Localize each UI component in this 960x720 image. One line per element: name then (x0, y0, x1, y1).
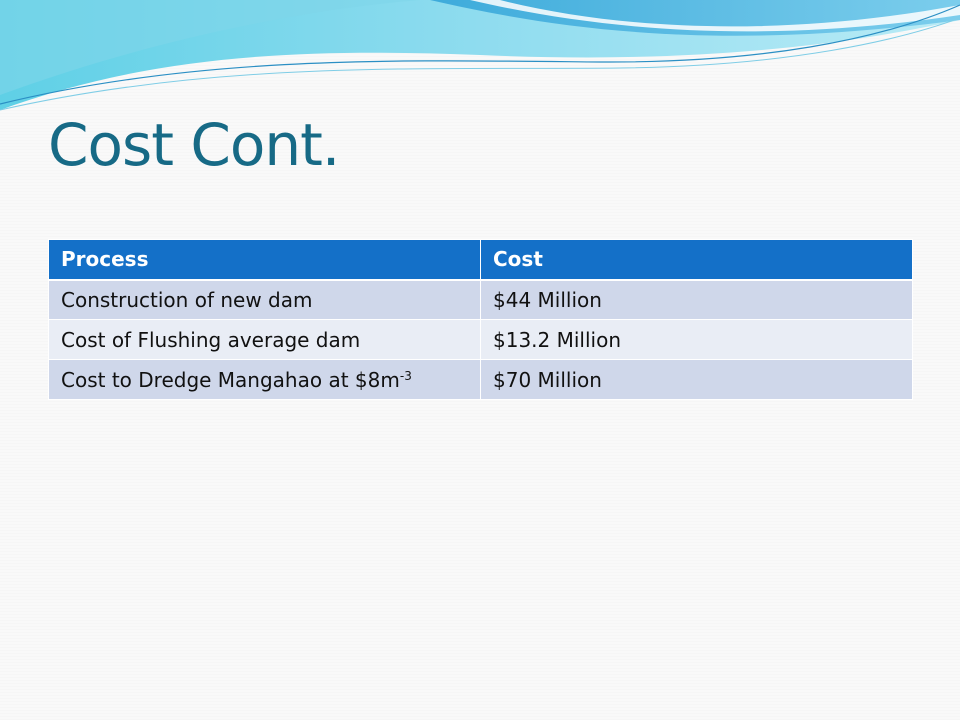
table-header-row: Process Cost (48, 239, 913, 281)
slide-title: Cost Cont. (48, 111, 340, 179)
cost-cell: $70 Million (480, 359, 913, 400)
cost-table: Process Cost Construction of new dam $44… (48, 239, 913, 400)
process-cell: Construction of new dam (48, 279, 481, 320)
process-cell: Cost of Flushing average dam (48, 319, 481, 360)
table-row: Cost of Flushing average dam $13.2 Milli… (48, 319, 913, 360)
column-header-cost: Cost (480, 239, 913, 281)
cost-cell: $13.2 Million (480, 319, 913, 360)
header-wave-decoration (0, 0, 960, 111)
table-row: Cost to Dredge Mangahao at $8m-3 $70 Mil… (48, 359, 913, 400)
cost-cell: $44 Million (480, 279, 913, 320)
column-header-process: Process (48, 239, 481, 281)
process-text: Cost to Dredge Mangahao at $8m (61, 367, 400, 392)
process-cell: Cost to Dredge Mangahao at $8m-3 (48, 359, 481, 400)
table-row: Construction of new dam $44 Million (48, 279, 913, 320)
unit-exponent: -3 (399, 368, 412, 383)
